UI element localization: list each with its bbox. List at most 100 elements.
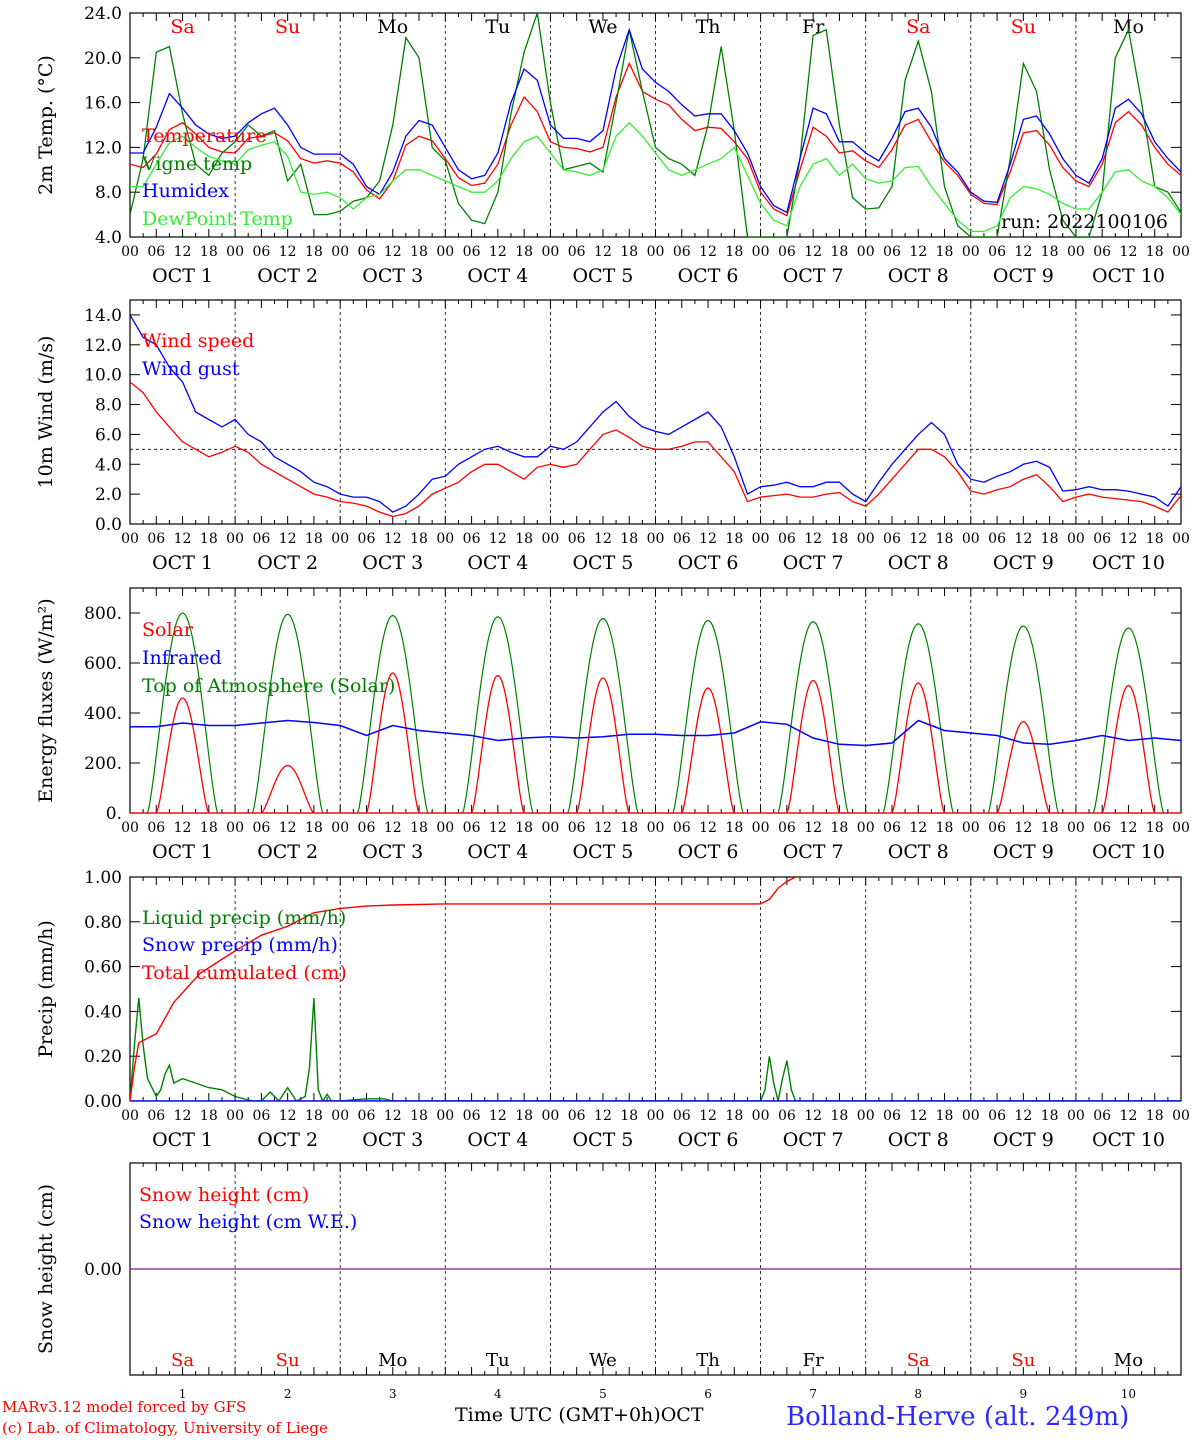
legend-entry: Temperature <box>142 125 266 147</box>
hour-label: 12 <box>594 531 612 547</box>
y-tick-label: 4.0 <box>95 455 122 475</box>
hour-label: 00 <box>541 531 559 547</box>
hour-label: 18 <box>1146 820 1164 836</box>
date-label: OCT 4 <box>467 552 528 574</box>
date-label: OCT 5 <box>572 265 633 287</box>
hour-label: 12 <box>1120 531 1138 547</box>
day-number: 9 <box>1020 1387 1028 1401</box>
hour-label: 12 <box>909 820 927 836</box>
day-number: 10 <box>1121 1387 1136 1401</box>
hour-label: 00 <box>962 244 980 260</box>
series-toa-day <box>882 623 954 814</box>
series-toa-day <box>1092 627 1165 814</box>
date-label: OCT 4 <box>467 1129 528 1151</box>
date-label: OCT 7 <box>783 265 844 287</box>
hour-label: 18 <box>305 820 323 836</box>
y-axis-label: Precip (mm/h) <box>35 920 57 1058</box>
hour-label: 18 <box>831 531 849 547</box>
series-toa-day <box>357 614 429 814</box>
series-solar-day <box>576 677 630 814</box>
hour-label: 18 <box>410 531 428 547</box>
hour-label: 06 <box>463 531 481 547</box>
day-label: Su <box>275 16 300 38</box>
hour-label: 00 <box>962 531 980 547</box>
hour-label: 00 <box>436 1108 454 1124</box>
day-label: Mo <box>1113 16 1144 38</box>
series-toa-day <box>777 621 849 814</box>
day-label: Th <box>696 16 721 38</box>
hour-label: 18 <box>620 820 638 836</box>
y-tick-label: 600. <box>84 654 122 674</box>
date-label: OCT 6 <box>678 552 739 574</box>
hour-label: 06 <box>1093 1108 1111 1124</box>
y-tick-label: 2.0 <box>95 485 122 505</box>
hour-label: 06 <box>463 820 481 836</box>
legend-entry: Vigne temp <box>141 153 252 175</box>
y-tick-label: 1.00 <box>84 868 122 888</box>
day-label: Sa <box>171 1350 194 1371</box>
hour-label: 00 <box>857 531 875 547</box>
hour-label: 12 <box>174 244 192 260</box>
hour-label: 18 <box>620 531 638 547</box>
station-label: Bolland-Herve (alt. 249m) <box>786 1402 1130 1432</box>
date-label: OCT 2 <box>257 1129 318 1151</box>
hour-label: 00 <box>226 1108 244 1124</box>
day-label: Th <box>696 1350 720 1371</box>
hour-label: 06 <box>883 244 901 260</box>
date-label: OCT 7 <box>783 552 844 574</box>
series-toa-day <box>462 616 534 814</box>
day-label: Sa <box>170 16 194 38</box>
hour-label: 06 <box>252 531 270 547</box>
series-humidex <box>130 27 1181 214</box>
hour-label: 00 <box>121 1108 139 1124</box>
hour-label: 12 <box>384 820 402 836</box>
hour-label: 00 <box>541 244 559 260</box>
hour-label: 00 <box>752 244 770 260</box>
hour-label: 18 <box>200 820 218 836</box>
day-number: 5 <box>599 1387 607 1401</box>
series-wind-gust <box>130 314 1181 513</box>
hour-label: 18 <box>620 1108 638 1124</box>
y-tick-label: 0.0 <box>95 515 122 535</box>
hour-label: 06 <box>778 1108 796 1124</box>
hour-label: 06 <box>358 820 376 836</box>
hour-label: 06 <box>463 244 481 260</box>
y-tick-label: 0.40 <box>84 1002 122 1022</box>
y-tick-label: 8.0 <box>95 396 122 416</box>
date-label: OCT 2 <box>257 265 318 287</box>
hour-label: 06 <box>988 820 1006 836</box>
hour-label: 12 <box>279 531 297 547</box>
y-tick-label: 0. <box>106 804 122 824</box>
hour-label: 06 <box>1093 820 1111 836</box>
day-label: We <box>588 16 617 38</box>
legend-entry: Total cumulated (cm) <box>142 962 347 984</box>
day-label: Sa <box>906 16 930 38</box>
hour-label: 00 <box>541 820 559 836</box>
date-label: OCT 5 <box>572 841 633 863</box>
y-tick-label: 0.20 <box>84 1047 122 1067</box>
hour-label: 06 <box>147 531 165 547</box>
hour-label: 00 <box>1172 244 1190 260</box>
hour-label: 12 <box>1014 244 1032 260</box>
hour-label: 18 <box>200 531 218 547</box>
hour-label: 18 <box>831 820 849 836</box>
hour-label: 06 <box>778 820 796 836</box>
date-label: OCT 5 <box>572 552 633 574</box>
y-tick-label: 12.0 <box>84 336 122 356</box>
hour-label: 06 <box>673 244 691 260</box>
hour-label: 06 <box>358 531 376 547</box>
date-label: OCT 9 <box>993 1129 1054 1151</box>
hour-label: 00 <box>1067 531 1085 547</box>
y-tick-label: 10.0 <box>84 366 122 386</box>
legend-entry: Wind speed <box>142 330 254 352</box>
day-label: Su <box>276 1350 300 1371</box>
series-total-cumulated-cm- <box>130 877 1181 1101</box>
series-toa-day <box>146 612 219 814</box>
hour-label: 12 <box>279 820 297 836</box>
hour-label: 06 <box>568 531 586 547</box>
hour-label: 06 <box>673 1108 691 1124</box>
hour-label: 00 <box>647 820 665 836</box>
hour-label: 06 <box>988 244 1006 260</box>
panel-snow: 0.00 Snow height (cm) Sa 1 Su 2 Mo 3 Tu 4 We 5 Th 6 Fr… <box>35 1162 1182 1401</box>
hour-label: 06 <box>358 1108 376 1124</box>
